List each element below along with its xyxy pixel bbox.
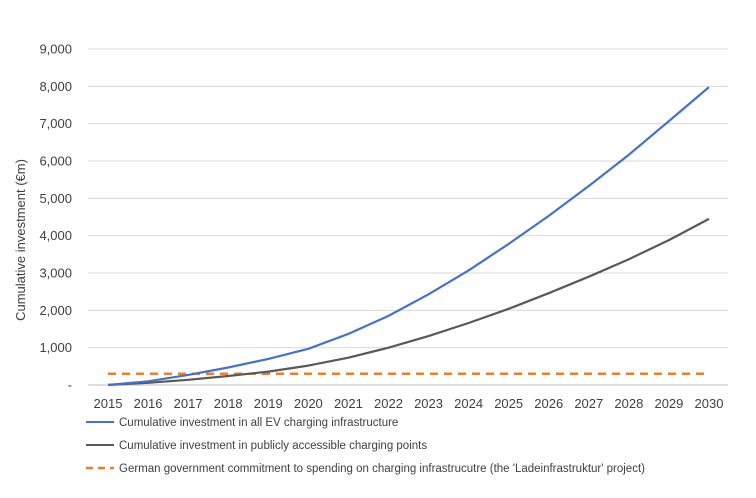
x-tick-label: 2017 [174,396,203,411]
y-tick-label: 9,000 [39,42,72,57]
y-tick-label: 1,000 [39,340,72,355]
x-axis-ticks: 2015 2016 2017 2018 2019 2020 2021 2022 2023 2024… [94,396,724,411]
x-tick-label: 2018 [214,396,243,411]
legend-label-2: Cumulative investment in publicly access… [119,440,427,452]
x-tick-label: 2023 [414,396,443,411]
x-tick-label: 2029 [654,396,683,411]
x-tick-label: 2016 [134,396,163,411]
y-axis-title: Cumulative investment (€m) [13,159,28,321]
y-tick-label: 7,000 [39,116,72,131]
x-tick-label: 2027 [574,396,603,411]
y-axis-ticks: - 1,000 2,000 3,000 4,000 5,000 6,000 7,000 8,00… [39,42,72,393]
x-tick-label: 2019 [254,396,283,411]
gridlines [88,48,728,386]
y-tick-label: 6,000 [39,154,72,169]
x-tick-label: 2022 [374,396,403,411]
x-tick-label: 2024 [454,396,483,411]
legend-label-3: German government commitment to spending… [119,463,645,475]
y-tick-label: 2,000 [39,303,72,318]
series-lines [107,86,710,387]
x-tick-label: 2028 [614,396,643,411]
x-tick-label: 2021 [334,396,363,411]
series-line-1 [107,86,710,387]
legend-label-1: Cumulative investment in all EV charging… [119,417,398,429]
y-tick-label: 4,000 [39,228,72,243]
x-tick-label: 2030 [695,396,724,411]
x-tick-label: 2026 [534,396,563,411]
y-tick-label: 5,000 [39,191,72,206]
series-line-2 [107,217,710,387]
y-tick-label: - [68,378,72,393]
x-tick-label: 2020 [294,396,323,411]
x-tick-label: 2015 [94,396,123,411]
x-tick-label: 2025 [494,396,523,411]
legend: Cumulative investment in all EV charging… [86,417,645,475]
y-tick-label: 8,000 [39,79,72,94]
y-tick-label: 3,000 [39,266,72,281]
